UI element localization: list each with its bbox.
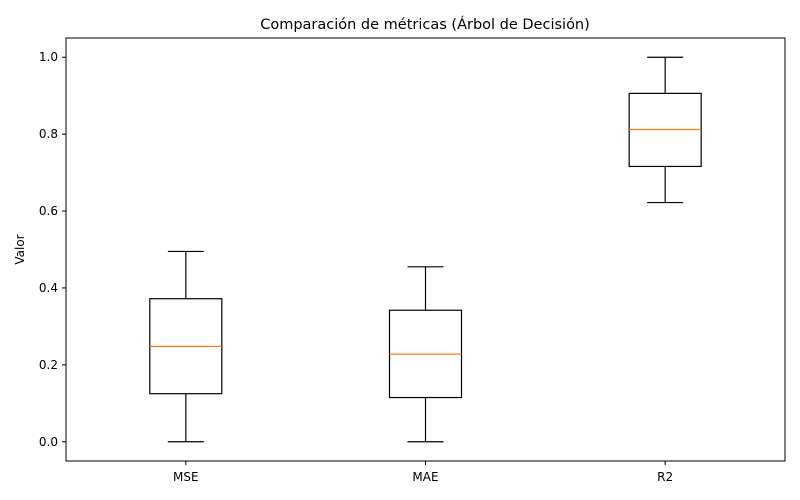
y-tick-label: 0.2 [39,358,58,372]
plot-area: 0.0 0.2 0.4 0.6 0.8 1.0 MSE MAE R2 [39,37,786,484]
y-tick-label: 0.6 [39,204,58,218]
y-tick-label: 1.0 [39,50,58,64]
chart-title: Comparación de métricas (Árbol de Decisi… [260,16,590,33]
x-tick-label: R2 [657,470,673,484]
x-tick-label: MAE [412,470,438,484]
y-tick-label: 0.4 [39,281,58,295]
x-tick-label: MSE [173,470,199,484]
y-axis-label: Valor [13,234,27,264]
y-tick-label: 0.8 [39,127,58,141]
y-tick-label: 0.0 [39,435,58,449]
